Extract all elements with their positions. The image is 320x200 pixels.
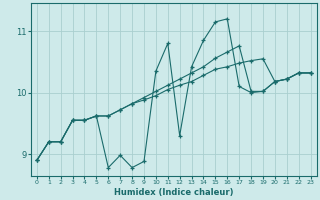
X-axis label: Humidex (Indice chaleur): Humidex (Indice chaleur) (114, 188, 234, 197)
